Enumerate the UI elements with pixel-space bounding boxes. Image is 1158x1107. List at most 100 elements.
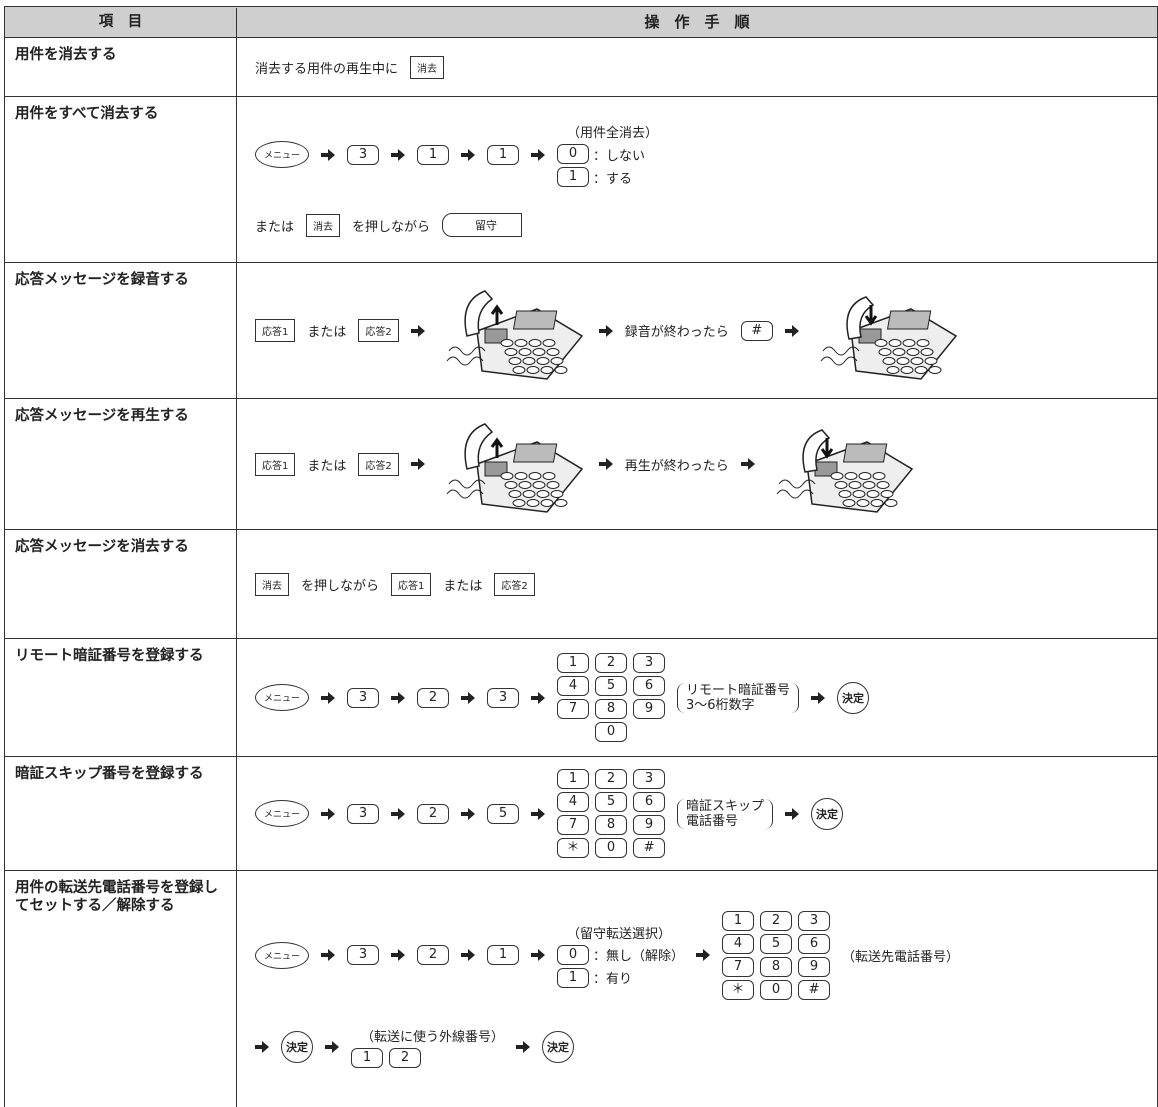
table-row: 用件の転送先電話番号を登録してセットする／解除する メニュー 3 2 1 （留守転送選択）… (5, 871, 1157, 1107)
procedure-cell: 応答1 または 応答2 録音が終わったら # (237, 263, 1157, 398)
choice-option: 1 ：有り (557, 967, 684, 988)
key-button: 6 (633, 676, 666, 696)
procedure-line: 消去する用件の再生中に 消去 (255, 55, 1139, 79)
key-button: 1 (557, 967, 590, 988)
table-row: 応答メッセージを再生する 応答1 または 応答2 再生が終わったら (5, 399, 1157, 530)
table-row: 応答メッセージを消去する 消去 を押しながら 応答1 または 応答2 (5, 530, 1157, 639)
key-button: 9 (633, 815, 666, 835)
arrow (811, 691, 826, 704)
choice-option: 1 ：する (557, 167, 658, 187)
arrow (321, 691, 336, 704)
function-key: 応答2 (494, 572, 535, 596)
phone-illustration (446, 423, 583, 513)
key-button: 2 (389, 1047, 421, 1068)
table-row: 用件を消去する 消去する用件の再生中に 消去 (5, 38, 1157, 97)
key-button: 4 (722, 933, 755, 954)
key-button: 3 (798, 910, 831, 931)
function-key: 消去 (255, 572, 289, 596)
instruction-text: または (307, 458, 347, 474)
key-button: 2 (760, 910, 793, 931)
group-title: （転送に使う外線番号） (361, 1029, 505, 1045)
key-button: 2 (417, 945, 450, 965)
key-button: 3 (347, 144, 380, 165)
key-button: 5 (595, 676, 628, 696)
key-button: 0 (760, 979, 793, 1000)
instruction-text: 録音が終わったら (624, 325, 729, 340)
arrow (255, 1040, 269, 1053)
function-key: 応答1 (255, 319, 296, 342)
key-button: 1 (557, 769, 590, 789)
procedure-line: メニュー 3 2 3 1 2 3 4 5 6 7 8 9 0 リモート暗証番号 3～6桁数字 決定 (255, 653, 1139, 742)
instruction-text: を押しながら (301, 578, 380, 594)
key-button: 1 (487, 144, 520, 165)
arrow (740, 458, 755, 470)
instruction-text: または (255, 219, 295, 235)
menu-key: メニュー (255, 941, 310, 969)
item-cell: 用件の転送先電話番号を登録してセットする／解除する (5, 871, 237, 1107)
choice-option: 0 ：しない (557, 144, 658, 164)
key-button: 5 (760, 933, 793, 954)
key-button: 7 (557, 699, 590, 719)
keypad-row: ＊ 0 # (722, 979, 831, 1000)
choice-option: 0 ：無し（解除） (557, 944, 685, 965)
header-row: 項 目 操 作 手 順 (5, 7, 1157, 38)
key-button: 4 (557, 676, 590, 696)
choice-text: ：有り (593, 972, 633, 987)
key-button: 2 (595, 769, 628, 789)
arrow (784, 324, 799, 337)
key-button: 1 (351, 1047, 383, 1068)
item-cell: 暗証スキップ番号を登録する (5, 757, 237, 870)
function-key: 応答2 (358, 319, 399, 342)
function-key: 消去 (410, 55, 445, 79)
procedure-cell: メニュー 3 2 1 （留守転送選択） 0 ：無し（解除） 1 ：有り 1 2 3 4 5 6 7 8 9 ＊ 0 # （… (237, 871, 1157, 1107)
key-button: ＊ (557, 838, 590, 858)
arrow (391, 148, 406, 161)
note: （転送先電話番号） (842, 949, 960, 965)
key-button: 2 (595, 653, 628, 673)
key-button: 1 (557, 653, 590, 673)
key-button: 7 (722, 956, 755, 977)
table-row: リモート暗証番号を登録する メニュー 3 2 3 1 2 3 4 5 6 7 8 9 0 リモート暗証番号 3～… (5, 639, 1157, 757)
header-item: 項 目 (5, 7, 237, 37)
procedure-line: または 消去 を押しながら 留守 (255, 213, 1139, 237)
keypad-row: 0 (595, 722, 628, 742)
arrow (391, 949, 406, 961)
confirm-key: 決定 (837, 681, 870, 714)
menu-key: メニュー (255, 800, 310, 827)
keypad: 1 2 3 4 5 6 7 8 9 ＊ 0 # (722, 910, 831, 1000)
table-row: 暗証スキップ番号を登録する メニュー 3 2 5 1 2 3 4 5 6 7 8 9 ＊ 0 # 暗証スキップ 電話… (5, 757, 1157, 871)
arrow (461, 691, 476, 704)
phone-illustration (446, 289, 583, 380)
key-button: 5 (595, 792, 628, 812)
choice-text: ：しない (593, 148, 646, 164)
key-button: 1 (722, 910, 755, 931)
choice-text: ：する (593, 171, 633, 187)
arrow (321, 148, 336, 161)
menu-key: メニュー (255, 684, 310, 711)
note-line: 暗証スキップ (686, 798, 765, 814)
arrow (461, 949, 476, 961)
arrow (598, 324, 613, 337)
note-line: 3～6桁数字 (686, 697, 755, 713)
key-button: 3 (633, 653, 666, 673)
arrow (531, 949, 546, 961)
note: 暗証スキップ 電話番号 (677, 798, 774, 829)
choice-text: ：無し（解除） (593, 949, 685, 964)
keypad-group: 1 2 3 4 5 6 7 8 9 ＊ 0 # 暗証スキップ 電話番号 (557, 769, 774, 858)
instruction-text: を押しながら (352, 219, 431, 235)
key-button: 8 (760, 956, 793, 977)
choices: （用件全消去） 0 ：しない 1 ：する (557, 122, 658, 187)
procedure-cell: 消去する用件の再生中に 消去 (237, 38, 1157, 96)
table-row: 応答メッセージを録音する 応答1 または 応答2 録音が終わったら # (5, 263, 1157, 399)
note-line: リモート暗証番号 (686, 682, 791, 698)
procedure-cell: メニュー 3 2 3 1 2 3 4 5 6 7 8 9 0 リモート暗証番号 3～6桁数字 決定 (237, 639, 1157, 756)
key-button: 4 (557, 792, 590, 812)
item-cell: リモート暗証番号を登録する (5, 639, 237, 756)
key-button: 1 (557, 167, 590, 187)
